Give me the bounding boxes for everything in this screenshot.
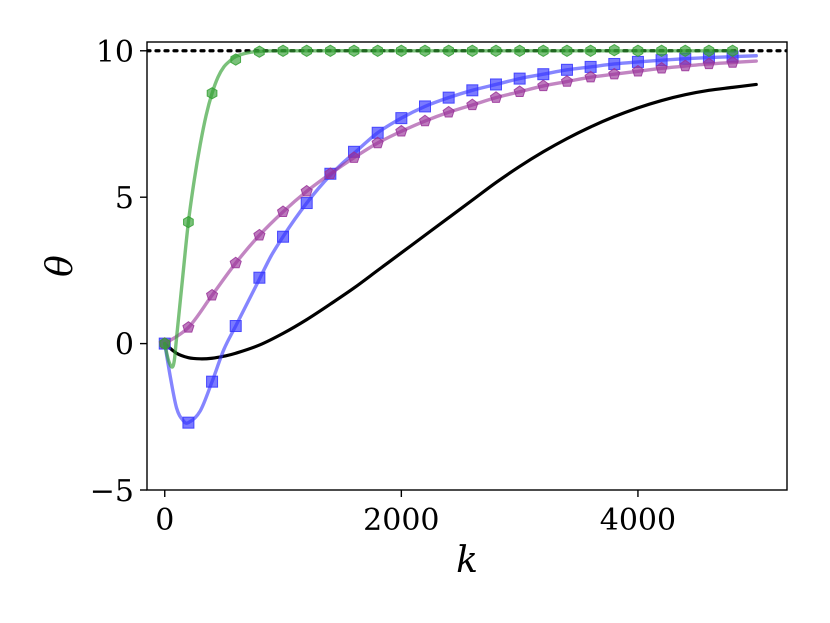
series-1-point-6 [300, 197, 313, 210]
series-2-point-3 [229, 256, 242, 269]
series-2-point-21 [655, 61, 668, 74]
series-1-point-13 [466, 84, 479, 97]
series-2-point-24 [726, 56, 739, 68]
y-tick-label-0: −5 [90, 474, 134, 509]
x-tick-label-0: 0 [155, 503, 174, 538]
series-0-line [163, 82, 758, 361]
series-3-point-11 [419, 44, 431, 57]
series-2-point-20 [631, 64, 645, 77]
series-3-point-12 [443, 44, 455, 57]
series-2-point-5 [276, 205, 290, 218]
x-tick-label-1: 2000 [363, 503, 439, 538]
series-3-point-19 [608, 44, 620, 57]
series-1-point-3 [229, 320, 242, 333]
series-3-point-3 [230, 53, 242, 66]
series-3-point-21 [656, 44, 667, 57]
ticks-layer: 0 2000 4000 −5 0 5 10 [90, 35, 676, 538]
series-2-point-4 [253, 228, 266, 241]
series-1-point-10 [395, 112, 408, 125]
series-2-point-6 [300, 184, 313, 197]
series-3-point-9 [372, 44, 384, 57]
plot-frame [146, 41, 788, 491]
series-3-point-23 [703, 44, 715, 57]
series-1-point-14 [489, 78, 502, 91]
series-1-point-15 [513, 72, 526, 85]
series-3-point-20 [632, 44, 644, 57]
series-3-point-10 [395, 44, 407, 57]
series-3-point-0 [159, 337, 171, 350]
series-2-point-19 [608, 67, 621, 80]
series-2-point-17 [560, 75, 574, 87]
y-tick-label-1: 0 [115, 328, 134, 363]
series-1-point-5 [277, 230, 290, 243]
series-2-point-13 [466, 98, 479, 111]
series-2-point-15 [513, 85, 526, 97]
series-2-point-1 [182, 321, 195, 333]
series-1-point-1 [182, 416, 195, 429]
series-2-point-10 [395, 124, 408, 137]
series-3-point-14 [490, 44, 502, 57]
series-2-line [163, 59, 758, 346]
series-2-point-22 [679, 59, 692, 72]
series-1-point-11 [419, 100, 432, 113]
series-2-point-14 [489, 91, 503, 103]
series-3-point-16 [537, 44, 549, 57]
series-1-point-12 [442, 91, 455, 104]
y-axis-label: θ [40, 255, 81, 277]
series-3-point-24 [727, 44, 738, 57]
series-3-point-22 [679, 44, 691, 57]
plot-area [147, 44, 787, 429]
series-2-point-2 [205, 288, 219, 301]
series-3-point-17 [561, 44, 573, 57]
series-3-point-1 [183, 215, 194, 229]
series-layer [147, 44, 787, 429]
series-1-point-2 [206, 375, 219, 388]
x-axis-label: k [456, 540, 478, 581]
series-3-point-5 [277, 44, 289, 57]
series-2-point-16 [537, 79, 550, 92]
series-2-point-7 [324, 167, 337, 179]
series-2-point-9 [371, 136, 384, 149]
series-1-point-16 [537, 68, 550, 81]
series-2-point-18 [584, 70, 597, 83]
series-3-point-4 [254, 45, 265, 58]
x-tick-label-2: 4000 [600, 503, 676, 538]
series-2-point-12 [442, 105, 455, 118]
y-tick-label-3: 10 [96, 35, 134, 70]
y-tick-label-2: 5 [115, 181, 134, 216]
series-2-point-8 [347, 151, 361, 163]
series-3-point-18 [585, 44, 596, 57]
series-3-point-15 [514, 44, 525, 57]
series-3-point-2 [206, 87, 218, 100]
series-3-point-13 [466, 44, 478, 57]
series-3-point-6 [301, 44, 313, 57]
series-1-point-4 [253, 271, 266, 284]
series-1-point-17 [560, 63, 573, 76]
series-2-point-11 [418, 114, 432, 127]
series-3-point-7 [325, 44, 336, 57]
series-2-point-23 [702, 57, 716, 70]
series-3-point-8 [348, 44, 360, 57]
